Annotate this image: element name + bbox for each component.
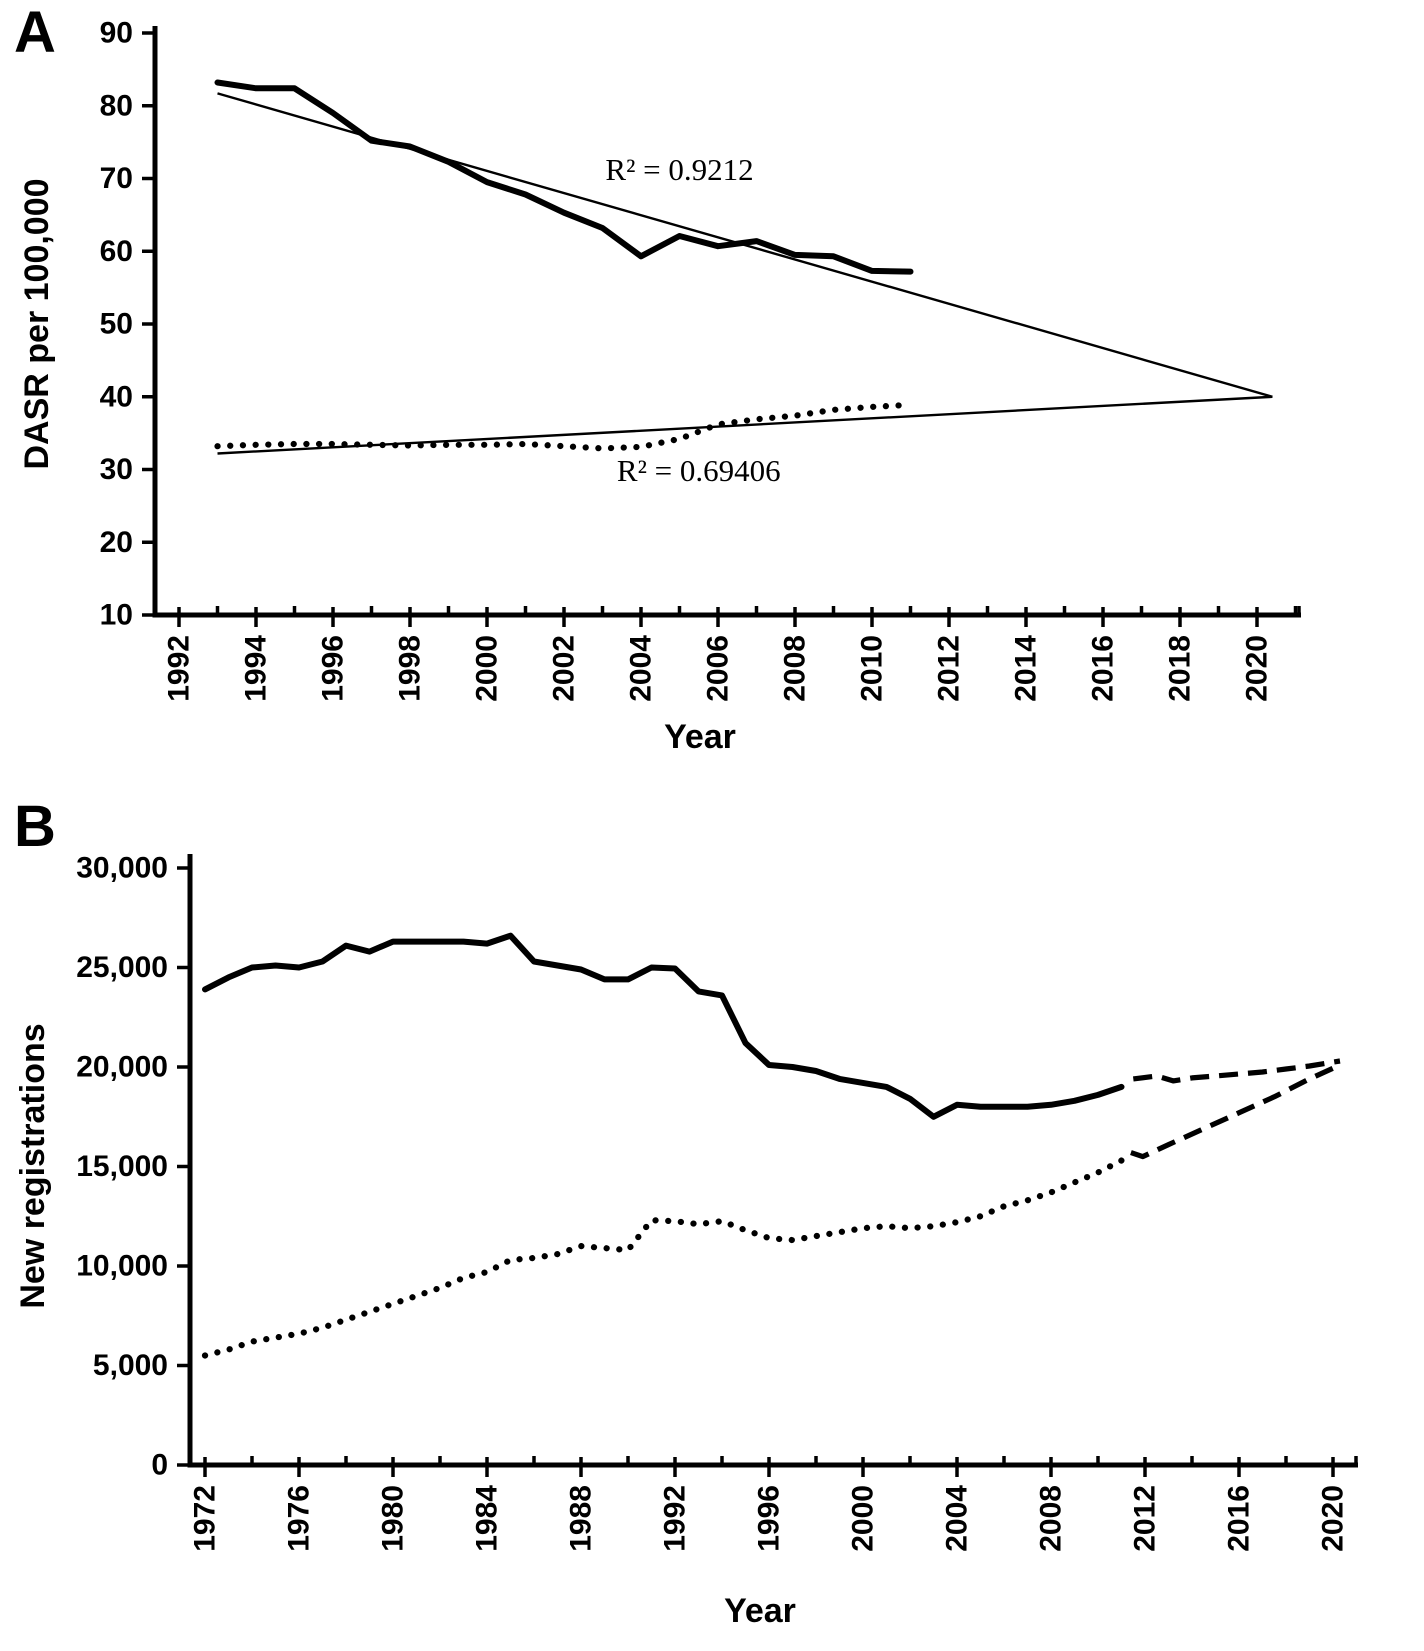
y-tick-label: 10,000 bbox=[76, 1250, 168, 1283]
y-tick-label: 25,000 bbox=[76, 951, 168, 984]
y-tick-label: 70 bbox=[100, 162, 133, 195]
x-tick-label: 1988 bbox=[565, 1485, 598, 1552]
panel-b-chart-registrations: New registrations Year 0 5,000 10,000 15,00… bbox=[14, 852, 1358, 1630]
series-upper-observed-solid bbox=[202, 932, 1125, 1120]
x-tick-label: 1998 bbox=[394, 635, 427, 702]
y-tick-label: 60 bbox=[100, 235, 133, 268]
panel-b-plot-area: 0 5,000 10,000 15,000 20,000 25,000 30,000 1972… bbox=[76, 852, 1358, 1552]
panel-a-y-axis-title: DASR per 100,000 bbox=[18, 178, 56, 469]
x-tick-label: 2004 bbox=[941, 1485, 974, 1552]
panel-a-x-axis-title: Year bbox=[664, 718, 736, 756]
x-tick-label: 2008 bbox=[779, 635, 812, 702]
x-tick-label: 2012 bbox=[1129, 1485, 1162, 1552]
panel-b-y-axis-title: New registrations bbox=[14, 1023, 52, 1308]
y-tick-label: 20,000 bbox=[76, 1051, 168, 1084]
x-tick-label: 2020 bbox=[1241, 635, 1274, 702]
x-tick-label: 1980 bbox=[377, 1485, 410, 1552]
y-tick-label: 80 bbox=[100, 89, 133, 122]
series-upper-projection-dashed bbox=[1132, 1058, 1341, 1084]
annotation-r-squared: R² = 0.69406 bbox=[617, 453, 781, 488]
y-tick-label: 30 bbox=[100, 453, 133, 486]
y-tick-label: 20 bbox=[100, 526, 133, 559]
x-tick-label: 1972 bbox=[189, 1485, 222, 1552]
x-tick-label: 2018 bbox=[1164, 635, 1197, 702]
y-tick-label: 40 bbox=[100, 380, 133, 413]
x-tick-label: 1976 bbox=[283, 1485, 316, 1552]
x-tick-label: 2016 bbox=[1087, 635, 1120, 702]
y-tick-label: 5,000 bbox=[93, 1349, 168, 1382]
series-observed-upper-solid bbox=[214, 79, 914, 275]
x-tick-label: 1984 bbox=[471, 1485, 504, 1552]
series-lower-observed-dotted bbox=[201, 1157, 1125, 1359]
panel-b-x-axis-title: Year bbox=[724, 1592, 796, 1630]
x-tick-label: 1996 bbox=[753, 1485, 786, 1552]
y-tick-label: 50 bbox=[100, 308, 133, 341]
x-tick-label: 1994 bbox=[240, 635, 273, 702]
annotation-r-squared: R² = 0.9212 bbox=[605, 152, 753, 187]
x-tick-label: 2008 bbox=[1035, 1485, 1068, 1552]
x-tick-label: 2012 bbox=[933, 635, 966, 702]
series-observed-lower-dotted bbox=[214, 401, 914, 452]
y-tick-label: 90 bbox=[100, 17, 133, 50]
y-tick-label: 0 bbox=[151, 1449, 168, 1482]
x-tick-label: 2016 bbox=[1223, 1485, 1256, 1552]
x-tick-label: 2010 bbox=[856, 635, 889, 702]
x-tick-label: 1996 bbox=[317, 635, 350, 702]
y-tick-label: 10 bbox=[100, 599, 133, 632]
x-tick-label: 2004 bbox=[625, 635, 658, 702]
panel-a-plot-area: 10 20 30 40 50 60 70 80 90 1992 1994 1996 1998 2000 20… bbox=[100, 17, 1301, 702]
x-tick-label: 2020 bbox=[1317, 1485, 1350, 1552]
x-tick-label: 1992 bbox=[163, 635, 196, 702]
x-tick-label: 2006 bbox=[702, 635, 735, 702]
panel-b-label: B bbox=[14, 794, 56, 859]
y-tick-label: 15,000 bbox=[76, 1150, 168, 1183]
panel-a-chart-dasr: DASR per 100,000 Year 10 20 30 40 50 60 70 80 90… bbox=[18, 17, 1301, 756]
x-tick-label: 2002 bbox=[548, 635, 581, 702]
series-trendline-rising bbox=[217, 395, 1273, 455]
x-tick-label: 2000 bbox=[847, 1485, 880, 1552]
y-tick-label: 30,000 bbox=[76, 852, 168, 885]
x-tick-label: 1992 bbox=[659, 1485, 692, 1552]
series-lower-projection-dashed bbox=[1130, 1062, 1342, 1160]
panel-a-label: A bbox=[14, 0, 56, 65]
x-tick-label: 2000 bbox=[471, 635, 504, 702]
x-tick-label: 2014 bbox=[1010, 635, 1043, 702]
